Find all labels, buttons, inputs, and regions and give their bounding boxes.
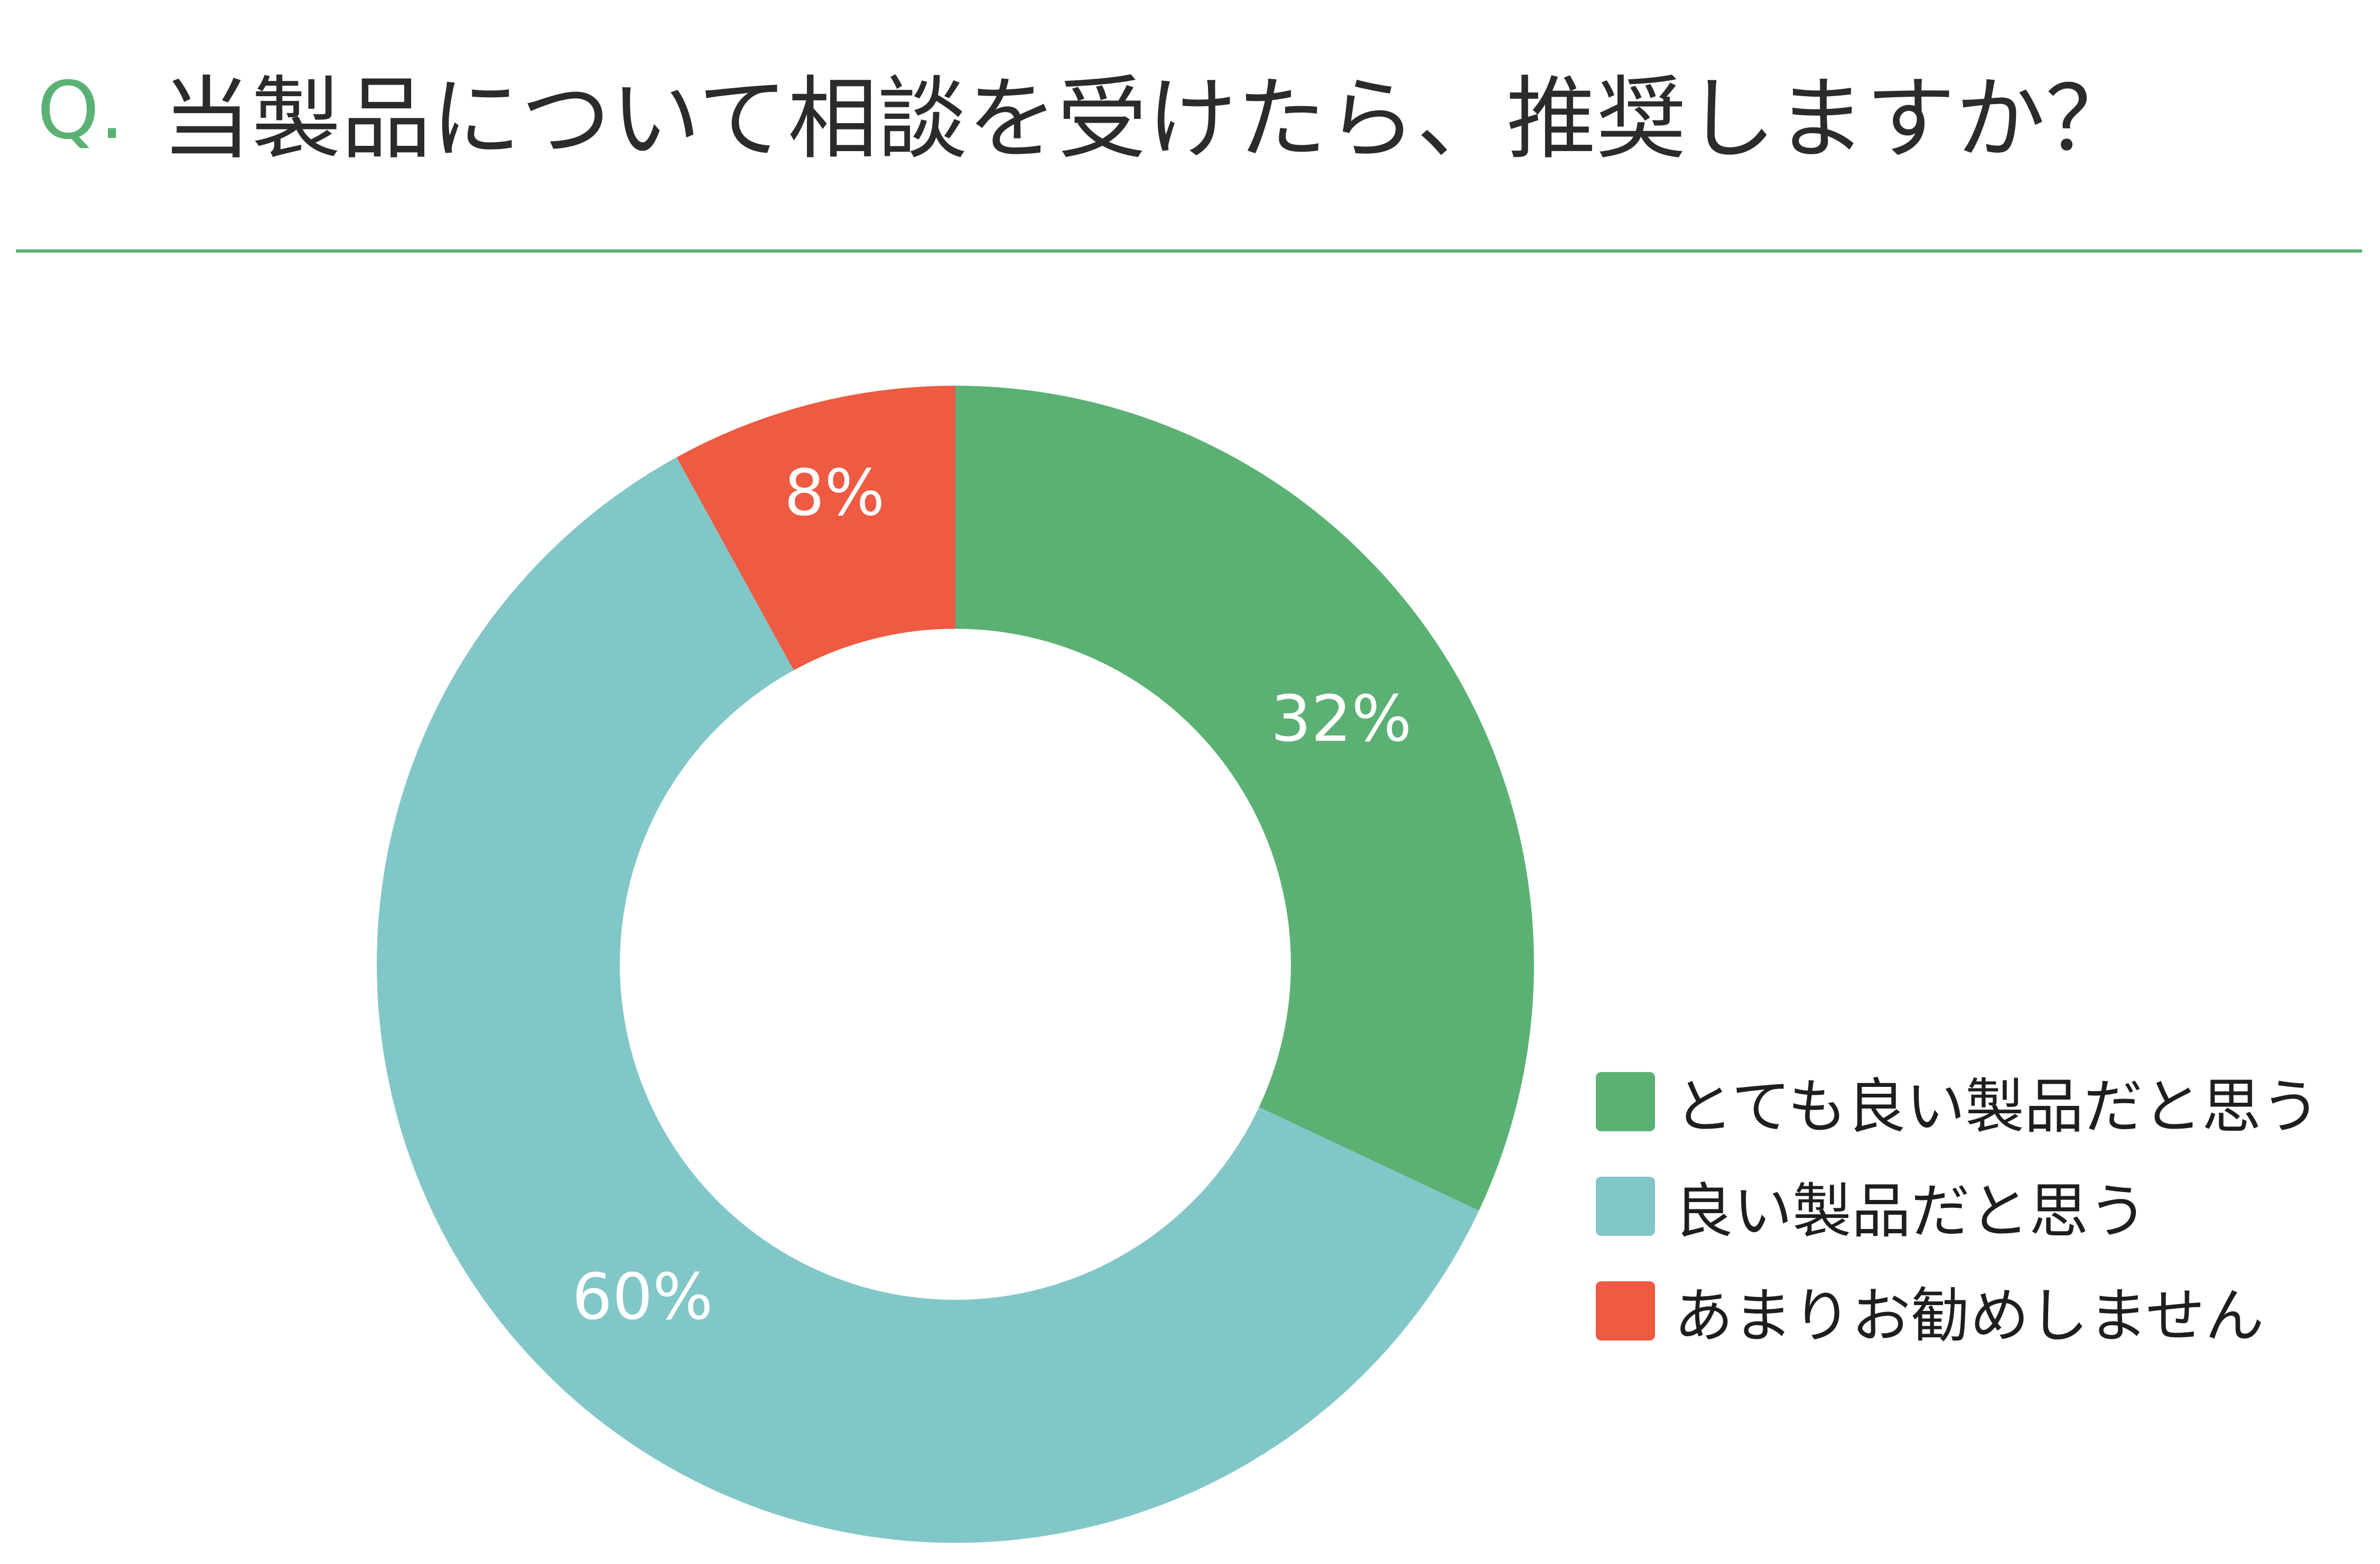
header-divider	[16, 249, 2362, 253]
data-label-very-good: 32%	[1271, 683, 1412, 756]
legend-item-very-good: とても良い製品だと思う	[1596, 1072, 2320, 1141]
donut-slice-not-recommended	[676, 386, 955, 671]
legend-label-very-good: とても良い製品だと思う	[1674, 1073, 2321, 1141]
donut-slice-very-good	[955, 386, 1534, 1211]
question-mark-label: Q.	[37, 65, 125, 157]
legend-swatch-very-good	[1596, 1072, 1655, 1131]
legend-label-not-recommended: あまりお勧めしません	[1674, 1282, 2264, 1351]
question-header: Q. 当製品について相談を受けたら、推奨しますか？	[37, 21, 2135, 201]
legend-swatch-good	[1596, 1177, 1655, 1236]
data-label-not-recommended: 8%	[784, 457, 885, 530]
legend-item-not-recommended: あまりお勧めしません	[1596, 1281, 2320, 1351]
data-label-good: 60%	[572, 1261, 713, 1334]
legend-swatch-not-recommended	[1596, 1281, 1655, 1340]
chart-legend: とても良い製品だと思う 良い製品だと思う あまりお勧めしません	[1596, 1072, 2320, 1386]
legend-item-good: 良い製品だと思う	[1596, 1177, 2320, 1246]
donut-slice-good	[376, 457, 1479, 1543]
question-title: 当製品について相談を受けたら、推奨しますか？	[161, 67, 2135, 172]
legend-label-good: 良い製品だと思う	[1674, 1177, 2147, 1246]
